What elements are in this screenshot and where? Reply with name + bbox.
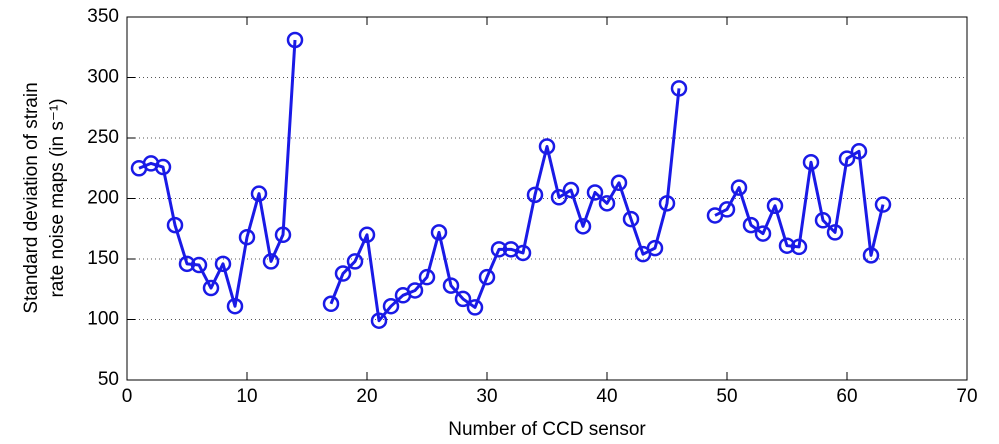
data-point [526, 186, 544, 204]
data-point [178, 255, 196, 273]
data-point [466, 299, 484, 316]
x-tick-label: 60 [836, 386, 857, 407]
data-point [586, 184, 604, 201]
data-point [334, 265, 352, 282]
data-point [862, 247, 880, 264]
data-point [190, 256, 208, 274]
data-point [550, 189, 568, 206]
data-point [598, 195, 616, 212]
data-point [778, 237, 796, 254]
data-point [490, 241, 508, 258]
data-point [262, 253, 280, 270]
x-tick-label: 30 [476, 386, 497, 407]
data-point [406, 282, 424, 299]
data-point [418, 268, 436, 286]
y-axis-label: Standard deviation of strain [21, 82, 42, 313]
data-point [826, 224, 844, 241]
data-point [718, 201, 736, 218]
data-point [238, 228, 256, 246]
data-point [430, 224, 448, 241]
y-tick-label: 300 [87, 67, 119, 88]
plot-frame [126, 16, 968, 381]
data-point [346, 253, 364, 270]
data-point [850, 143, 868, 160]
y-tick-label: 150 [87, 248, 119, 269]
data-point [574, 218, 592, 235]
data-point [454, 290, 472, 308]
x-tick-label: 0 [122, 386, 133, 407]
y-axis-label: rate noise maps (in s⁻¹) [47, 98, 68, 297]
data-point [874, 196, 892, 213]
data-line [138, 39, 885, 323]
data-point [250, 185, 268, 202]
data-point [274, 226, 292, 244]
y-tick-label: 50 [98, 369, 119, 390]
data-point [538, 138, 556, 155]
data-point [478, 268, 496, 286]
data-point [730, 179, 748, 196]
data-point [610, 174, 628, 192]
x-axis-label: Number of CCD sensor [448, 419, 646, 440]
data-point [754, 225, 772, 242]
data-point [358, 226, 376, 244]
y-tick-label: 350 [87, 6, 119, 27]
data-point [442, 277, 460, 294]
data-point [226, 297, 244, 315]
x-tick-label: 50 [716, 386, 737, 407]
x-tick-label: 10 [236, 386, 257, 407]
data-point [622, 210, 640, 228]
data-point [802, 153, 820, 171]
data-point [322, 295, 340, 313]
data-point [154, 158, 172, 176]
x-tick-label: 70 [956, 386, 977, 407]
y-tick-label: 200 [87, 188, 119, 209]
data-point [562, 181, 580, 199]
data-point [838, 150, 856, 167]
data-point [814, 212, 832, 229]
data-point [514, 244, 532, 262]
data-point [790, 238, 808, 256]
y-tick-label: 250 [87, 127, 119, 148]
data-point [742, 216, 760, 234]
data-point [382, 297, 400, 315]
data-point [166, 216, 184, 234]
data-point [646, 239, 664, 257]
x-tick-label: 40 [596, 386, 617, 407]
data-point [670, 80, 688, 97]
data-point [286, 31, 304, 49]
x-tick-label: 20 [356, 386, 377, 407]
data-point [202, 279, 220, 297]
data-point [766, 197, 784, 215]
data-point [658, 195, 676, 212]
y-tick-label: 100 [87, 309, 119, 330]
data-point [214, 255, 232, 273]
data-point [370, 312, 388, 329]
